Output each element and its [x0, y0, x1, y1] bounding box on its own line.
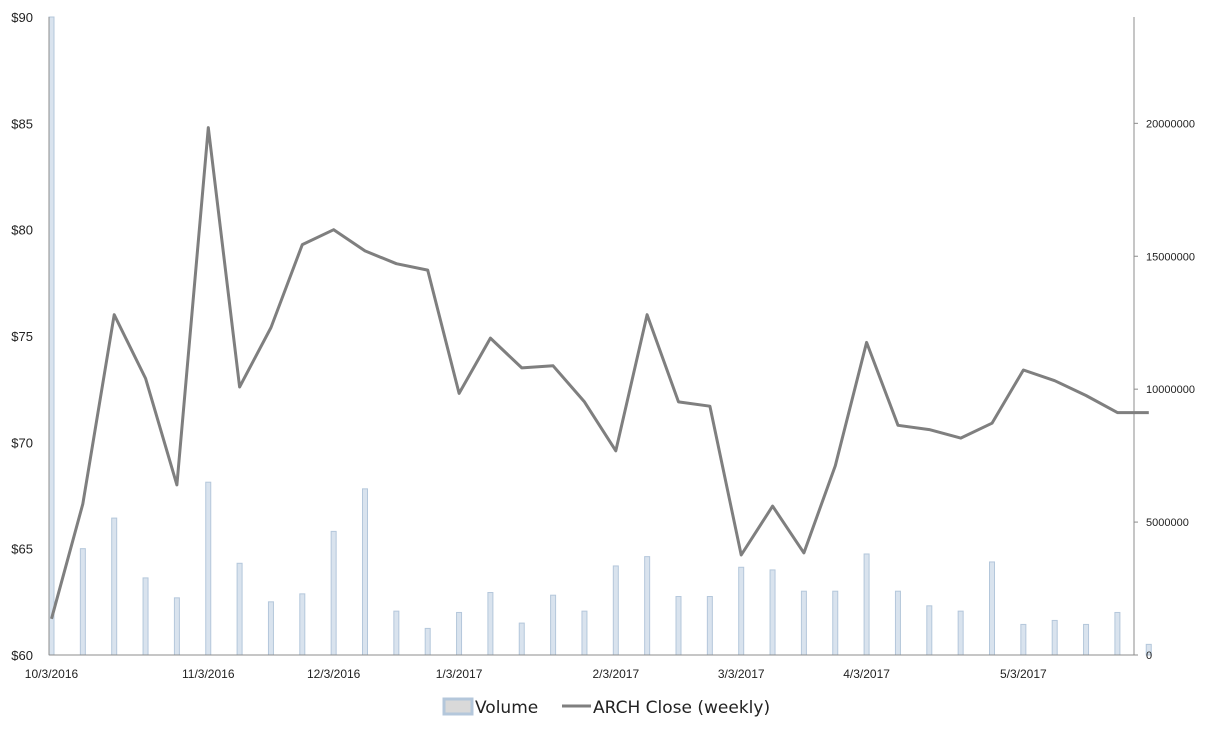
volume-bar — [581, 610, 588, 656]
volume-bar — [989, 561, 995, 656]
volume-bar — [111, 517, 118, 656]
volume-bar — [894, 590, 901, 656]
legend-volume-label: Volume — [475, 698, 538, 718]
y-right-ticks: 0 5000000 10000000 15000000 20000000 — [1134, 118, 1195, 662]
x-tick-label: 11/3/2016 — [182, 667, 235, 681]
volume-bar — [1051, 619, 1058, 656]
volume-bar — [863, 553, 870, 656]
volume-bar — [550, 594, 557, 656]
price-line-layer — [50, 126, 1149, 620]
y-left-tick-label: $75 — [11, 329, 33, 344]
volume-bar — [1020, 623, 1027, 656]
volume-bar — [173, 597, 180, 656]
x-tick-label: 4/3/2017 — [843, 667, 890, 681]
volume-bar — [518, 622, 525, 656]
x-tick-label: 1/3/2017 — [436, 667, 483, 681]
volume-bar — [1145, 643, 1152, 656]
y-left-tick-label: $85 — [11, 116, 33, 131]
volume-bar — [48, 16, 55, 656]
y-left-tick-label: $60 — [11, 648, 33, 663]
volume-bar — [800, 590, 807, 656]
volume-bar — [299, 593, 306, 656]
volume-bar — [79, 548, 86, 656]
y-left-tick-label: $70 — [11, 435, 33, 450]
axes — [48, 17, 1135, 656]
volume-bar — [330, 530, 337, 656]
x-tick-label: 12/3/2016 — [307, 667, 361, 681]
y-right-tick-label: 10000000 — [1146, 384, 1195, 396]
y-left-tick-label: $65 — [11, 542, 33, 557]
volume-bar — [424, 627, 431, 656]
volume-bar — [456, 611, 463, 656]
x-ticks: 10/3/2016 11/3/2016 12/3/2016 1/3/2017 2/3/2… — [25, 667, 1047, 681]
volume-bar — [675, 596, 682, 656]
volume-bar — [769, 569, 776, 656]
volume-bar — [1114, 611, 1121, 656]
y-left-tick-label: $80 — [11, 223, 33, 238]
x-tick-label: 2/3/2017 — [592, 667, 639, 681]
legend-line-label: ARCH Close (weekly) — [593, 698, 770, 718]
volume-bar — [738, 566, 745, 656]
y-right-tick-label: 5000000 — [1146, 517, 1189, 529]
legend-volume-swatch — [442, 697, 474, 716]
volume-bar — [957, 610, 964, 656]
volume-bar — [706, 596, 713, 656]
x-tick-label: 3/3/2017 — [718, 667, 765, 681]
y-left-tick-label: $90 — [11, 10, 33, 25]
volume-bar — [487, 592, 494, 656]
volume-bar — [1083, 623, 1090, 656]
y-right-tick-label: 0 — [1146, 650, 1152, 662]
volume-bar — [644, 556, 651, 656]
volume-bar — [926, 605, 933, 656]
volume-bar — [362, 488, 368, 656]
volume-bar — [832, 590, 839, 656]
y-right-tick-label: 15000000 — [1146, 251, 1195, 263]
price-line — [50, 126, 1149, 620]
volume-bar — [393, 610, 400, 656]
volume-bar — [142, 577, 149, 656]
volume-bar — [612, 565, 619, 656]
volume-bars — [48, 16, 1152, 656]
x-tick-label: 10/3/2016 — [25, 667, 79, 681]
x-tick-label: 5/3/2017 — [1000, 667, 1047, 681]
volume-bar — [267, 601, 274, 656]
y-right-tick-label: 20000000 — [1146, 118, 1195, 130]
volume-bar — [236, 562, 243, 656]
y-left-ticks: $60 $65 $70 $75 $80 $85 $90 — [11, 10, 33, 663]
volume-bar — [205, 481, 212, 656]
legend: Volume ARCH Close (weekly) — [442, 697, 770, 718]
